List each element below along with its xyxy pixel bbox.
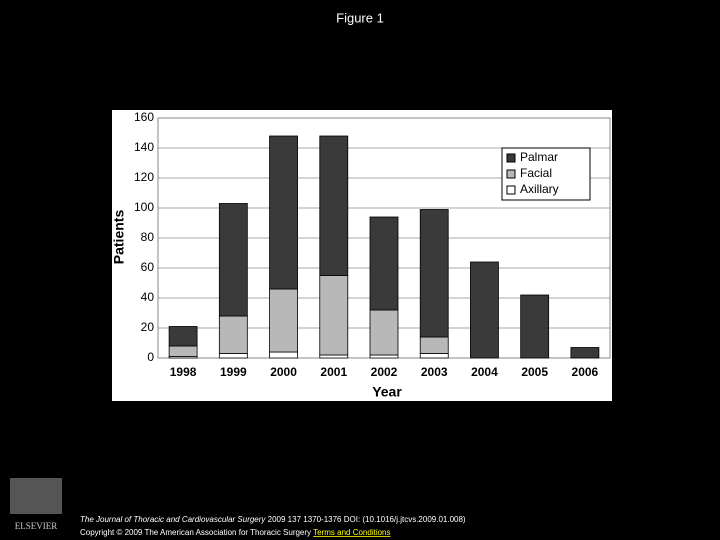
footer-copyright: Copyright © 2009 The American Associatio… xyxy=(80,528,391,537)
slide-title: Figure 1 xyxy=(336,10,384,25)
bar-segment xyxy=(319,275,349,356)
x-tick-label: 2004 xyxy=(471,365,498,379)
bar-segment xyxy=(369,309,399,356)
copyright: Copyright © 2009 The American Associatio… xyxy=(80,528,311,537)
bar-segment xyxy=(369,354,399,359)
bar-segment xyxy=(419,209,449,338)
logo-image xyxy=(10,478,62,514)
x-tick-label: 2000 xyxy=(270,365,297,379)
logo-text: ELSEVIER xyxy=(15,521,58,531)
legend-swatch xyxy=(506,153,516,163)
bar-segment xyxy=(269,135,298,290)
x-axis-title: Year xyxy=(372,384,402,400)
y-tick-label: 80 xyxy=(141,230,155,244)
bar-segment xyxy=(419,336,449,354)
bar-segment xyxy=(470,261,499,359)
bar-segment xyxy=(168,326,198,347)
y-tick-label: 120 xyxy=(134,170,154,184)
bar-segment xyxy=(319,135,349,276)
bar-segment xyxy=(269,288,298,353)
legend-box xyxy=(501,147,591,201)
x-tick-label: 2006 xyxy=(572,365,599,379)
y-tick-label: 40 xyxy=(141,290,155,304)
legend-label: Palmar xyxy=(520,150,558,164)
bar-segment xyxy=(218,203,248,317)
bar-segment xyxy=(218,315,248,354)
bar-segment xyxy=(520,294,550,359)
x-tick-label: 2005 xyxy=(521,365,548,379)
y-tick-label: 100 xyxy=(134,200,154,214)
y-axis-title: Patients xyxy=(111,210,127,265)
x-tick-label: 2001 xyxy=(320,365,347,379)
bar-segment xyxy=(319,354,349,359)
terms-link[interactable]: Terms and Conditions xyxy=(313,528,390,537)
bar-segment xyxy=(168,345,198,357)
bar-segment xyxy=(570,347,600,359)
bar-segment xyxy=(419,353,449,359)
legend-swatch xyxy=(506,185,516,195)
journal-name: The Journal of Thoracic and Cardiovascul… xyxy=(80,515,266,524)
bar-segment xyxy=(218,353,248,359)
y-tick-label: 20 xyxy=(141,320,155,334)
y-tick-label: 140 xyxy=(134,140,154,154)
bar-segment xyxy=(369,216,399,311)
x-tick-label: 2002 xyxy=(371,365,398,379)
bar-segment xyxy=(269,351,298,359)
y-tick-label: 160 xyxy=(134,110,154,124)
x-tick-label: 2003 xyxy=(421,365,448,379)
y-tick-label: 60 xyxy=(141,260,155,274)
legend-label: Axillary xyxy=(520,182,559,196)
citation: 2009 137 1370-1376 DOI: (10.1016/j.jtcvs… xyxy=(268,515,466,524)
y-tick-label: 0 xyxy=(147,350,154,364)
legend-swatch xyxy=(506,169,516,179)
footer-citation: The Journal of Thoracic and Cardiovascul… xyxy=(80,515,466,524)
x-tick-label: 1999 xyxy=(220,365,247,379)
x-tick-label: 1998 xyxy=(170,365,197,379)
legend-label: Facial xyxy=(520,166,552,180)
